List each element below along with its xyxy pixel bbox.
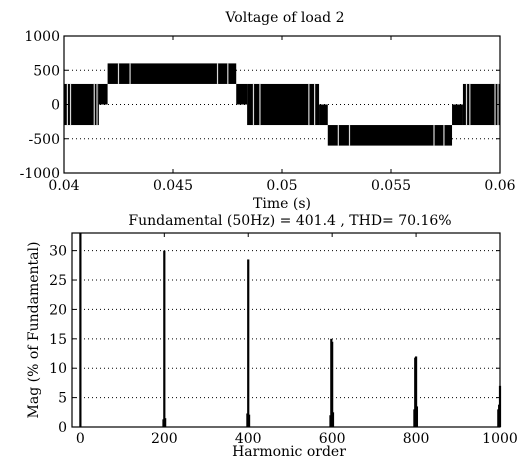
voltage-ytick-label: 0 (51, 98, 60, 114)
pwm-gap (348, 125, 351, 146)
pwm-gap (337, 125, 339, 146)
voltage-ytick-label: -1000 (20, 166, 60, 182)
harmonic-bar (79, 233, 82, 427)
pwm-gap (494, 83, 496, 126)
pwm-gap (129, 63, 131, 84)
spectrum-ylabel: Mag (% of Fundamental) (26, 242, 42, 419)
spectrum-xtick-label: 400 (235, 431, 262, 447)
voltage-xtick-label: 0.055 (371, 178, 411, 194)
spectrum-xtick-label: 1000 (482, 431, 518, 447)
pwm-gap (314, 83, 316, 126)
spectrum-ytick-label: 25 (49, 273, 67, 289)
pwm-gap (96, 83, 98, 126)
harmonic-bar (331, 341, 334, 427)
voltage-ytick-label: 500 (33, 63, 60, 79)
pwm-gap (216, 63, 219, 84)
voltage-segment (327, 125, 453, 146)
pwm-gap (117, 63, 120, 84)
voltage-xtick-label: 0.06 (484, 178, 515, 194)
spectrum-xtick-label: 600 (319, 431, 346, 447)
voltage-segment (98, 83, 108, 105)
spectrum-xlabel: Harmonic order (232, 444, 346, 460)
voltage-ytick-label: -500 (29, 132, 60, 148)
spectrum-ytick-label: 30 (49, 244, 67, 260)
pwm-gap (308, 83, 310, 126)
voltage-segment (107, 63, 237, 84)
voltage-segment (64, 83, 99, 126)
voltage-segment (319, 104, 328, 126)
voltage-plot: Voltage of load 2 0.04 0.045 0.05 0.055 0.06… (20, 10, 516, 212)
voltage-xtick-label: 0.05 (266, 178, 297, 194)
harmonic-bar (164, 418, 167, 427)
spectrum-ytick-label: 5 (58, 391, 67, 407)
pwm-gap (252, 83, 255, 126)
spectrum-ytick-label: 15 (49, 332, 67, 348)
spectrum-xtick-label: 200 (151, 431, 178, 447)
voltage-plot-title: Voltage of load 2 (224, 10, 344, 26)
voltage-xtick-label: 0.04 (48, 178, 79, 194)
voltage-segment (247, 83, 320, 126)
spectrum-xtick-label: 800 (403, 431, 430, 447)
harmonic-bar (247, 259, 250, 427)
voltage-segment (452, 104, 463, 126)
spectrum-plot: Fundamental (50Hz) = 401.4 , THD= 70.16%… (26, 213, 518, 460)
pwm-gap (227, 63, 229, 84)
spectrum-ytick-label: 10 (49, 361, 67, 377)
pwm-gap (443, 125, 445, 146)
voltage-segment (236, 83, 248, 105)
pwm-gap (433, 125, 435, 146)
spectrum-ytick-label: 20 (49, 302, 67, 318)
spectrum-plot-frame (71, 232, 501, 428)
pwm-gap (469, 83, 471, 126)
spectrum-ytick-label: 0 (58, 420, 67, 436)
harmonic-bar (247, 414, 251, 427)
pwm-gap (93, 83, 95, 126)
harmonic-bar (163, 250, 166, 427)
spectrum-xtick-label: 0 (76, 431, 85, 447)
harmonic-bar (415, 406, 419, 427)
spectrum-plot-title: Fundamental (50Hz) = 401.4 , THD= 70.16% (128, 213, 451, 229)
harmonic-bar (331, 412, 335, 427)
voltage-segment (462, 83, 500, 126)
pwm-gap (465, 83, 468, 126)
harmonic-bar (414, 356, 418, 427)
pwm-gap (69, 83, 72, 126)
pwm-gap (259, 83, 261, 126)
voltage-xtick-label: 0.045 (153, 178, 193, 194)
voltage-xlabel: Time (s) (253, 196, 311, 212)
voltage-ytick-label: 1000 (24, 29, 60, 45)
